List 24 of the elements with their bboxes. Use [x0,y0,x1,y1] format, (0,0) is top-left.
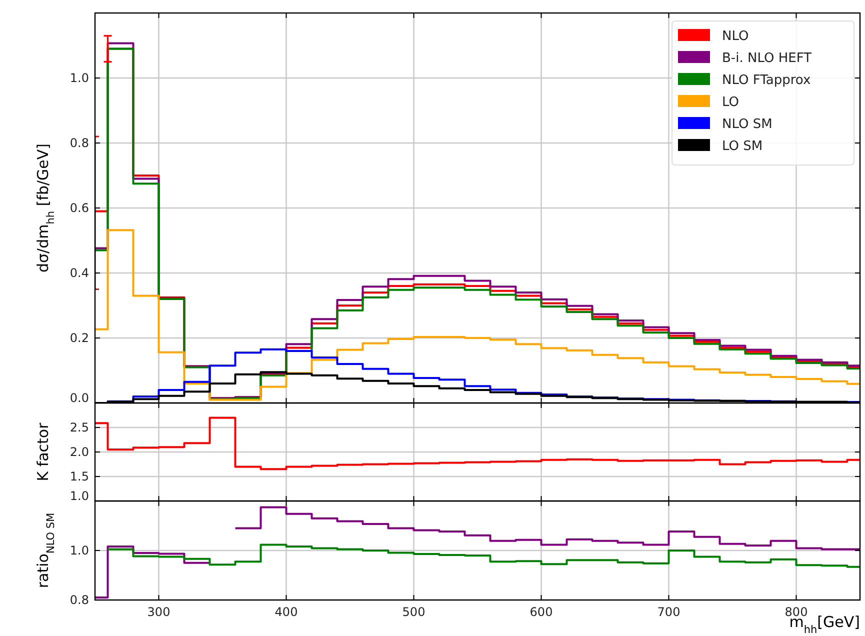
x-tick-label: 500 [402,605,426,619]
y-tick-label: 1.0 [70,489,89,503]
x-tick-label: 700 [657,605,680,619]
legend-label: LO [722,95,740,110]
y-tick-label: 1.0 [70,544,89,558]
legend-label: NLO SM [722,117,772,132]
x-tick-label: 600 [530,605,553,619]
y-axis-title: K factor [34,422,52,482]
y-tick-label: 0.4 [70,266,89,280]
y-tick-label: 0.8 [70,593,89,607]
y-tick-label: 1.5 [70,470,89,484]
legend-label: NLO FTapprox [722,73,811,88]
y-tick-label: 0.0 [70,391,89,405]
y-tick-label: 0.2 [70,331,89,345]
x-tick-label: 300 [147,605,170,619]
y-tick-label: 2.0 [70,445,89,459]
x-tick-label: 400 [274,605,298,619]
y-tick-label: 0.8 [70,136,89,150]
legend-label: LO SM [722,139,763,154]
y-tick-label: 0.6 [70,201,89,215]
y-tick-label: 2.5 [70,420,89,434]
legend-label: B-i. NLO HEFT [722,51,812,66]
legend-label: NLO [722,29,749,44]
y-tick-label: 1.0 [70,71,89,85]
